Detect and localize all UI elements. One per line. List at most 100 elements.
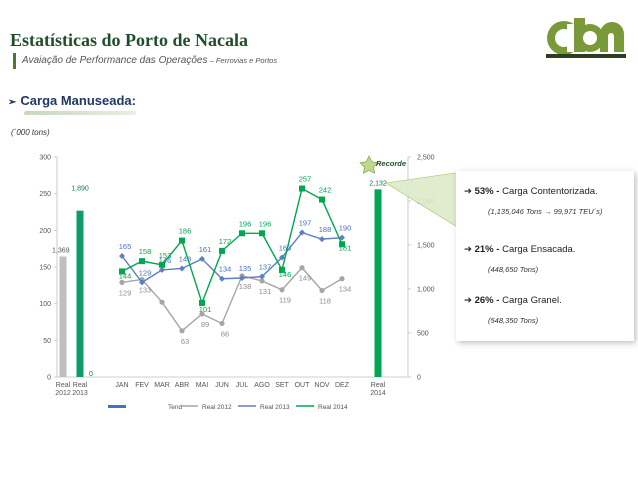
real-2012-point-label: 66	[221, 329, 229, 338]
left-tick-label: 200	[39, 228, 51, 235]
real-2013-point	[339, 234, 345, 241]
real-2014-point-label: 158	[139, 247, 152, 256]
month-tick-label: JUN	[215, 382, 229, 389]
real-2012-point-label: 129	[119, 288, 132, 297]
real-2012-point-label: 118	[319, 296, 331, 305]
legend-label: Tend	[168, 404, 182, 411]
real-2014-point-label: 196	[239, 219, 252, 228]
month-tick-label: OUT	[295, 382, 311, 389]
annual-bar-value-label: 2,132	[369, 180, 387, 187]
real-2012-point-label: 134	[339, 285, 352, 294]
real-2014-point-label: 242	[319, 186, 332, 195]
real-2013-point-label: 134	[219, 265, 232, 274]
real-2014-point-label: 186	[179, 227, 192, 236]
left-tick-label: 50	[43, 338, 51, 345]
real-2014-point-label: 172	[219, 237, 232, 246]
real-2014-point	[259, 230, 265, 237]
real-2013-point	[299, 229, 305, 236]
real-2014-point-label: 101	[199, 305, 212, 314]
real-2014-point-label: 181	[339, 243, 352, 252]
real-2013-point-label: 188	[319, 225, 332, 234]
annual-bar-category-label: 2012	[55, 390, 71, 397]
right-tick-label: 500	[417, 331, 429, 338]
annual-bar-value-label: 1,369	[52, 248, 70, 255]
real-2014-point	[219, 247, 225, 254]
section-label: Carga Manuseada:	[20, 93, 136, 108]
real-2014-point	[339, 241, 345, 248]
real-2014-point	[119, 268, 125, 275]
month-tick-label: JAN	[115, 382, 128, 389]
annual-bar-value-label: 1,890	[71, 186, 89, 193]
real-2012-point	[279, 287, 285, 293]
real-2014-point	[319, 196, 325, 203]
month-tick-label: NOV	[314, 382, 330, 389]
right-tick-label: 1,500	[417, 243, 435, 250]
real-2014-point	[239, 230, 245, 237]
annual-bar	[76, 210, 84, 377]
real-2012-point	[219, 320, 225, 327]
real-2013-point-label: 135	[239, 264, 252, 273]
legend-label: Real 2014	[318, 404, 348, 411]
real-2013-point	[279, 254, 285, 261]
legend-swatch	[108, 405, 126, 408]
callout-item: ➔ 53% - Carga Contentorizada.	[464, 186, 598, 197]
real-2012-point	[199, 311, 205, 317]
real-2013-line	[121, 231, 343, 284]
annual-bar	[59, 256, 67, 377]
real-2013-point-label: 190	[339, 224, 352, 233]
month-tick-label: MAI	[196, 382, 209, 389]
real-2013-point	[119, 253, 125, 259]
arrow-bullet-icon: ➢	[8, 97, 17, 108]
real-2014-point-label: 257	[299, 175, 312, 184]
annual-bar-category-label: Real	[73, 382, 88, 389]
real-2013-point	[139, 279, 145, 286]
real-2014-point-label: 153	[159, 251, 172, 260]
page-title: Estatísticas do Porto de Nacala	[10, 30, 248, 50]
real-2012-point-label: 89	[201, 320, 209, 329]
real-2012-point	[119, 279, 125, 285]
recorde-annotation: Recorde	[376, 159, 406, 168]
month-tick-label: ABR	[175, 382, 189, 389]
real-2012-point-label: 63	[181, 337, 189, 346]
left-tick-label: 100	[39, 301, 51, 308]
month-tick-label: JUL	[236, 382, 249, 389]
annual-bar-category-label: Real	[56, 382, 71, 389]
section-heading: ➢ Carga Manuseada:	[8, 93, 136, 108]
subtitle-main: Avaiação de Performance das Operações	[22, 55, 208, 66]
real-2012-point-label: 119	[279, 296, 291, 305]
real-2013-point	[239, 275, 245, 281]
real-2012-point	[179, 328, 185, 334]
real-2013-point	[179, 265, 185, 272]
callout-pointer	[385, 171, 463, 231]
real-2013-point-label: 163	[279, 243, 292, 252]
real-2013-point	[219, 275, 225, 282]
callout-detail: (1,135,046 Tons → 99,971 TEU´s)	[488, 207, 603, 216]
callout-percent: 21% -	[474, 244, 500, 255]
real-2014-point	[139, 258, 145, 265]
real-2012-point	[259, 278, 265, 284]
arrow-right-icon: ➔	[464, 295, 475, 306]
left-tick-label: 250	[39, 191, 51, 198]
real-2012-point	[299, 265, 305, 271]
cdn-logo	[546, 18, 626, 58]
left-tick-label: 300	[39, 155, 51, 162]
callout-text: Carga Granel.	[499, 295, 562, 306]
real-2012-point-label: 133	[139, 285, 152, 294]
real-2013-point	[259, 273, 265, 280]
real-2013-point-label: 197	[299, 219, 312, 228]
section-underline	[24, 111, 136, 115]
callout-box: ➔ 53% - Carga Contentorizada. (1,135,046 …	[456, 171, 634, 341]
legend-label: Real 2012	[202, 404, 232, 411]
callout-detail: (548,350 Tons)	[488, 316, 539, 325]
left-tick-label: 150	[39, 265, 51, 272]
legend-label: Real 2013	[260, 404, 290, 411]
real-2014-point	[279, 266, 285, 273]
real-2012-point-label: 138	[239, 282, 252, 291]
subtitle-small: – Ferrovias e Portos	[207, 56, 278, 65]
callout-text: Carga Ensacada.	[499, 244, 576, 255]
right-tick-label: 1,000	[417, 287, 435, 294]
units-label: (´000 tons)	[11, 128, 50, 137]
real-2013-point-label: 137	[259, 263, 272, 272]
real-2014-point-label: 146	[279, 270, 292, 279]
